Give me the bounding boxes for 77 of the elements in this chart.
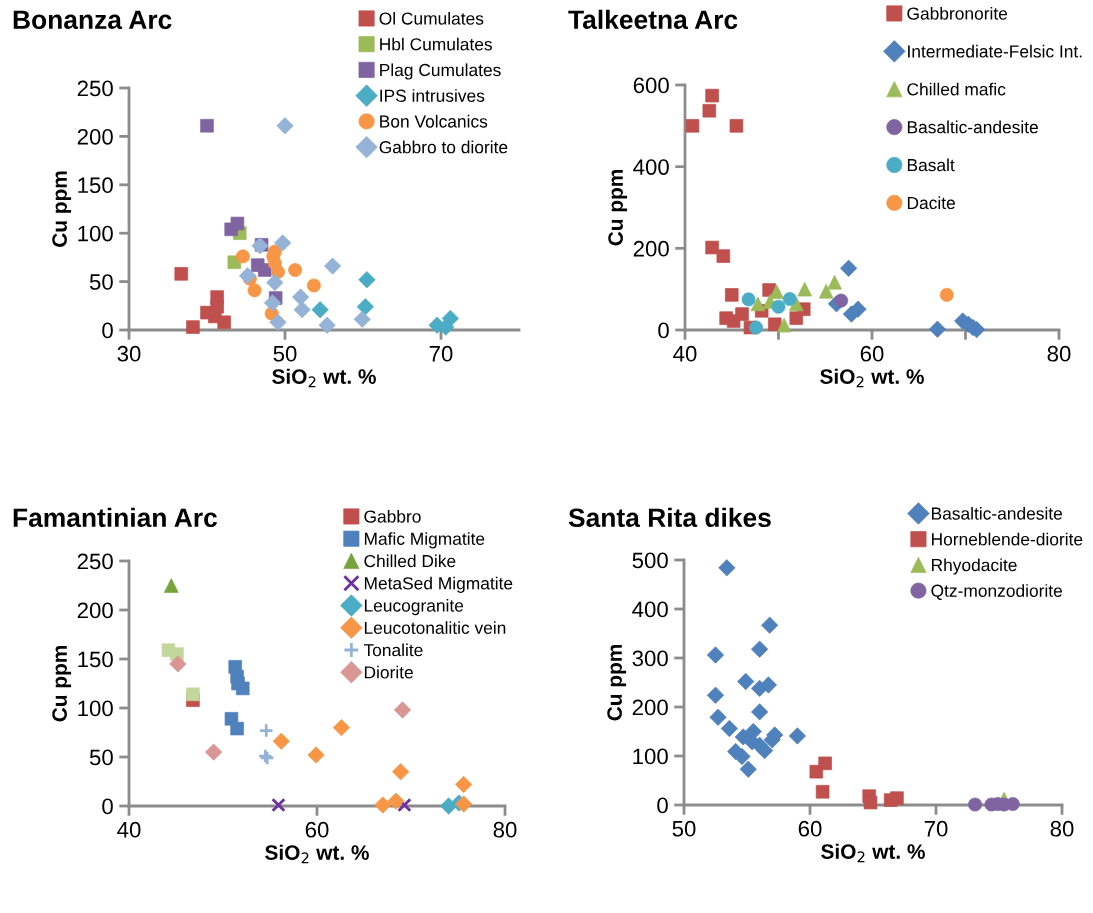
x-tick-label: 80 (493, 821, 517, 838)
chart-title: Bonanza Arc (13, 10, 172, 30)
y-tick-label: 150 (78, 177, 113, 194)
y-tick-label: 50 (89, 749, 113, 766)
x-tick-label: 50 (672, 820, 696, 837)
point (397, 797, 412, 813)
x-tick-label: 70 (924, 820, 948, 837)
x-tick-label: 50 (273, 345, 297, 362)
y-tick-label: 100 (633, 748, 668, 765)
y-axis-title: Cu ppm (607, 645, 627, 721)
legend-label: Diorite (364, 665, 413, 679)
chart-title: Santa Rita dikes (568, 507, 771, 528)
x-axis-title: SiO$_{2}$ wt. % (265, 844, 369, 864)
point (271, 797, 286, 813)
y-tick-label: 250 (77, 553, 113, 570)
x-tick-label: 60 (798, 820, 822, 837)
legend-label: Gabbro to diorite (379, 140, 508, 154)
legend-label: Hbl Cumulates (380, 37, 492, 51)
y-tick-label: 100 (78, 700, 113, 717)
legend-label: Basaltic-andesite (907, 120, 1038, 134)
legend-label: Leucogranite (364, 598, 464, 616)
point (392, 763, 410, 781)
y-tick-label: 250 (77, 80, 113, 97)
x-tick-label: 60 (860, 345, 884, 362)
point (769, 284, 784, 299)
y-tick-label: 300 (632, 650, 668, 667)
point (258, 722, 274, 739)
x-tick-label: 70 (429, 345, 453, 362)
y-tick-label: 400 (633, 159, 669, 175)
y-tick-label: 200 (77, 602, 113, 619)
y-axis-title: Cu ppm (52, 171, 72, 247)
legend-label: Qtz-monzodiorite (931, 584, 1062, 600)
y-tick-label: 0 (102, 322, 113, 339)
y-tick-label: 200 (77, 128, 113, 145)
y-tick-label: 200 (632, 699, 668, 716)
legend-label: IPS intrusives (380, 89, 485, 102)
legend-label: Horneblende-diorite (932, 532, 1083, 546)
x-tick-label: 80 (1050, 820, 1074, 837)
legend-label: Bon Volcanics (380, 114, 488, 128)
y-tick-label: 400 (632, 601, 668, 618)
x-tick-label: 60 (305, 821, 329, 838)
x-axis-title: SiO$_{2}$ wt. % (821, 843, 925, 863)
legend-label: Gabbro (364, 509, 421, 523)
y-tick-label: 50 (89, 274, 113, 290)
y-axis-title: Cu ppm (52, 646, 72, 722)
legend-label: Ol Cumulates (379, 11, 484, 25)
legend-label: Tonalite (363, 643, 423, 657)
y-tick-label: 150 (78, 651, 113, 668)
y-tick-label: 0 (102, 798, 113, 815)
y-tick-label: 100 (78, 225, 113, 242)
point (353, 310, 371, 328)
y-tick-label: 0 (657, 797, 668, 814)
legend-label: Dacite (907, 196, 955, 210)
x-axis-title: SiO$_{2}$ wt. % (272, 368, 376, 388)
chart-title: Talkeetna Arc (568, 9, 738, 30)
legend-label: Leucotonalitic vein (364, 621, 506, 634)
chart-title: Famantinian Arc (13, 507, 217, 528)
x-tick-label: 40 (117, 821, 141, 838)
legend-label: Mafic Migmatite (364, 532, 485, 549)
y-axis-title: Cu ppm (608, 170, 628, 246)
legend-label: MetaSed Migmatite (364, 576, 513, 593)
legend-label: Plag Cumulates (380, 63, 501, 80)
y-tick-label: 500 (632, 552, 668, 569)
legend-label: Basalt (907, 158, 955, 172)
y-tick-label: 0 (658, 322, 669, 339)
legend-label: Chilled Dike (364, 554, 456, 568)
legend-label: Chilled mafic (907, 82, 1006, 96)
x-tick-label: 40 (673, 345, 697, 362)
legend-label: Rhyodacite (932, 558, 1017, 575)
legend-label: Intermediate-Felsic Int. (908, 44, 1082, 58)
y-tick-label: 200 (633, 240, 669, 257)
legend-label: Gabbronorite (907, 6, 1008, 20)
x-axis-title: SiO$_{2}$ wt. % (820, 368, 924, 388)
x-tick-label: 30 (117, 345, 141, 362)
y-tick-label: 600 (633, 77, 669, 94)
x-tick-label: 80 (1047, 345, 1071, 362)
legend-label: Basaltic-andesite (932, 506, 1063, 520)
